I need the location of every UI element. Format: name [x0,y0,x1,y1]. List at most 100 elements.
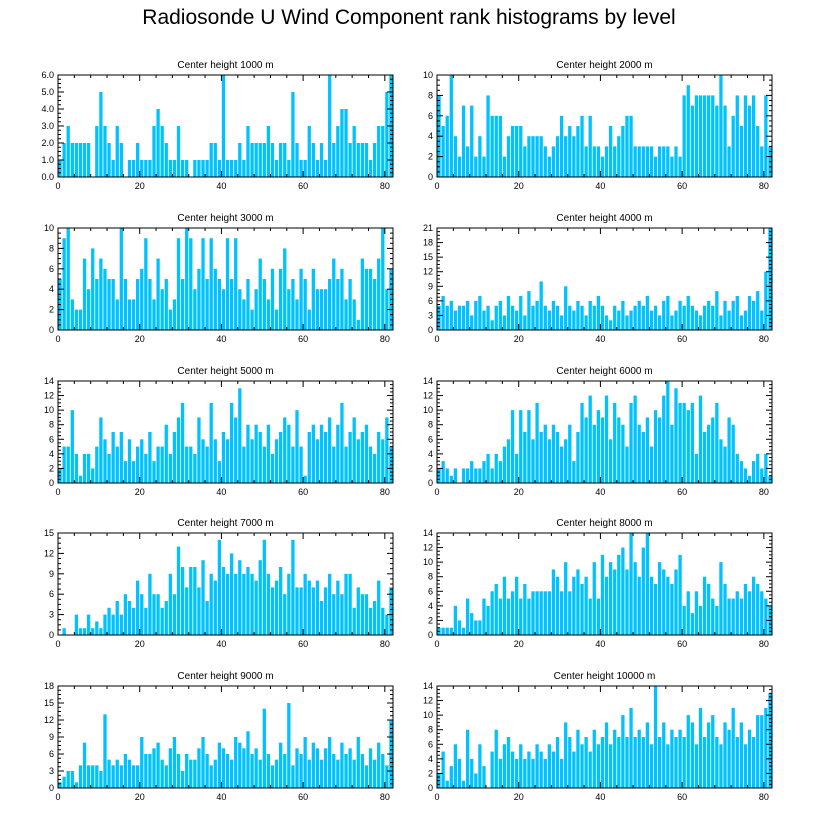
y-tick-label: 15 [423,252,433,262]
histogram-bar [307,126,311,177]
histogram-bar [555,576,560,635]
y-tick-label: 4 [49,284,54,294]
histogram-bar [461,468,466,483]
x-tick-label: 20 [135,639,145,649]
histogram-bar [201,560,205,635]
histogram-bar [311,143,315,177]
histogram-bar [266,424,271,483]
histogram-bar [377,580,381,635]
histogram-bar [604,395,609,483]
histogram-bar [119,143,123,177]
x-tick-label: 80 [759,487,769,497]
histogram-bar [283,594,287,635]
histogram-bar [107,607,111,635]
histogram-bar [719,439,723,483]
histogram-bar [148,754,152,788]
histogram-bar [658,146,662,177]
histogram-bar [723,722,727,788]
histogram-bar [217,160,222,177]
histogram-bar [217,742,222,788]
histogram-bar [193,289,197,330]
histogram-bar [87,289,91,330]
histogram-bar [731,424,735,483]
histogram-bar [323,432,328,483]
histogram-bar [707,300,711,330]
histogram-bar [649,146,654,177]
y-tick-label: 6 [428,296,433,306]
histogram-bar [266,573,271,635]
histogram-bar [715,105,719,177]
histogram-bar [535,591,539,635]
x-tick-label: 40 [595,487,605,497]
histogram-bar [466,300,470,330]
y-tick-label: 10 [423,70,433,80]
y-tick-label: 0 [49,478,54,488]
histogram-bar [494,729,498,788]
histogram-bar [743,310,748,330]
histogram-bar [498,115,502,177]
histogram-bar [246,731,250,788]
histogram-bar [78,628,83,635]
histogram-bar [180,771,185,788]
histogram-bar [74,614,79,635]
histogram-bar [164,601,168,635]
histogram-bar [144,453,148,483]
histogram-bar [686,296,690,330]
histogram-bar [617,737,621,788]
histogram-bar [213,759,217,788]
histogram-bar [148,279,152,330]
histogram-bar [641,547,645,635]
histogram-bar [140,737,144,788]
histogram-bar [111,279,115,330]
histogram-bar [74,309,79,330]
histogram-bar [694,95,699,177]
y-tick-label: 2 [428,463,433,473]
histogram-bar [136,765,140,788]
y-tick-label: 6 [428,434,433,444]
histogram-bar [645,296,650,330]
histogram-bar [197,160,201,177]
histogram-bar [653,305,658,330]
y-tick-label: 6 [428,111,433,121]
y-tick-label: 12 [44,391,54,401]
histogram-bar [368,748,373,788]
y-tick-label: 3 [49,610,54,620]
histogram-bar [62,628,66,635]
histogram-bar [519,744,523,788]
histogram-bar [103,614,107,635]
histogram-bar [666,381,670,483]
histogram-bar [515,126,519,177]
histogram-bar [140,160,144,177]
histogram-bar [756,584,760,635]
histogram-bar [74,143,79,177]
histogram-bar [131,461,136,483]
histogram-bar [315,160,320,177]
histogram-bar [702,576,707,635]
histogram-bar [453,310,458,330]
histogram-bar [539,136,543,177]
histogram-bar [185,160,189,177]
histogram-bar [547,439,551,483]
histogram-bar [564,136,568,177]
histogram-bar [584,417,588,483]
histogram-bar [78,143,83,177]
histogram-bar [381,126,385,177]
histogram-bar [584,737,588,788]
histogram-bar [453,744,458,788]
histogram-bar [527,136,531,177]
histogram-bar [584,315,588,330]
histogram-bar [332,594,336,635]
histogram-bar [323,748,328,788]
x-tick-label: 0 [434,792,439,802]
histogram-bar [576,729,580,788]
histogram-bar [180,402,185,483]
histogram-bar [356,143,360,177]
panel-title: Center height 1000 m [177,60,273,71]
histogram-bar [707,95,711,177]
histogram-bar [445,468,449,483]
histogram-bar [747,475,752,483]
histogram-bar [494,115,498,177]
histogram-bar [498,598,502,635]
histogram-bar [238,388,242,483]
histogram-bar [70,771,74,788]
